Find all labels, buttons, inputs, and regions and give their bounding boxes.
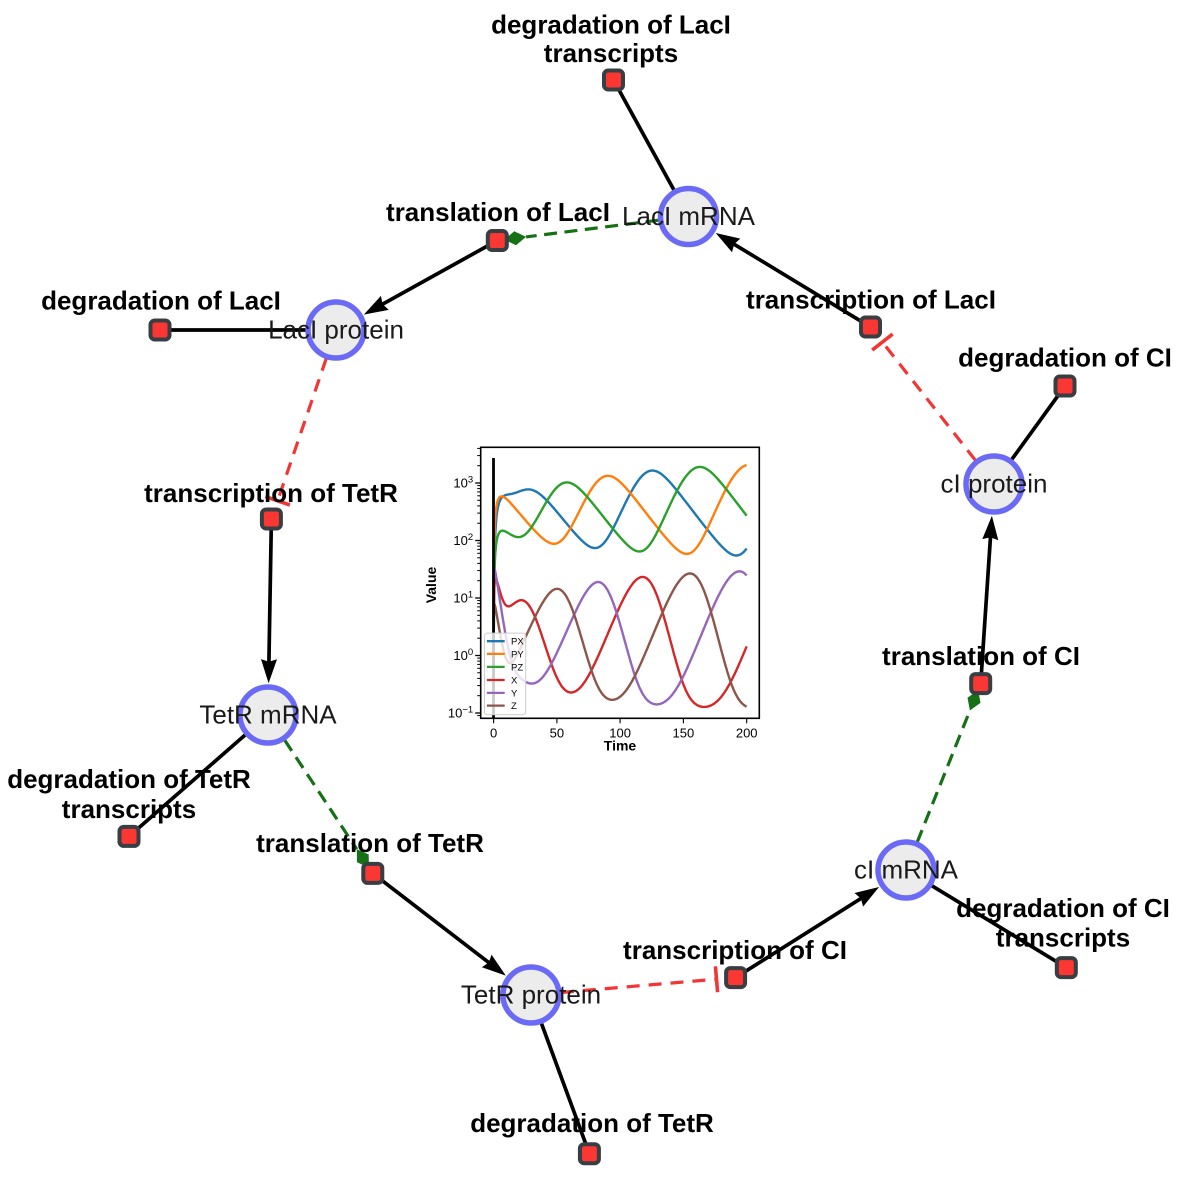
svg-text:X: X — [511, 675, 518, 686]
svg-text:translation of TetR: translation of TetR — [256, 828, 484, 858]
svg-text:degradation of CI: degradation of CI — [956, 893, 1170, 923]
svg-text:degradation of LacI: degradation of LacI — [41, 286, 281, 316]
svg-text:Y: Y — [511, 688, 518, 699]
svg-text:Value: Value — [423, 567, 439, 604]
svg-text:TetR mRNA: TetR mRNA — [199, 700, 337, 730]
svg-text:0: 0 — [490, 725, 497, 740]
svg-text:degradation of CI: degradation of CI — [958, 342, 1172, 372]
svg-text:transcripts: transcripts — [62, 794, 196, 824]
svg-text:degradation of LacI: degradation of LacI — [491, 10, 731, 40]
svg-text:transcription of LacI: transcription of LacI — [746, 285, 996, 315]
svg-text:100: 100 — [609, 725, 631, 740]
svg-text:translation of CI: translation of CI — [882, 641, 1080, 671]
svg-text:Z: Z — [511, 701, 517, 712]
svg-text:Time: Time — [604, 738, 637, 754]
svg-text:150: 150 — [673, 725, 695, 740]
svg-text:transcription of TetR: transcription of TetR — [144, 478, 398, 508]
svg-text:TetR protein: TetR protein — [461, 980, 601, 1010]
svg-text:transcripts: transcripts — [996, 923, 1130, 953]
svg-text:cI protein: cI protein — [941, 469, 1048, 499]
svg-text:LacI protein: LacI protein — [268, 315, 404, 345]
svg-text:PX: PX — [511, 637, 524, 648]
svg-text:transcription of CI: transcription of CI — [623, 935, 847, 965]
svg-text:PZ: PZ — [511, 662, 523, 673]
svg-text:degradation of TetR: degradation of TetR — [470, 1108, 714, 1138]
svg-text:cI mRNA: cI mRNA — [854, 855, 959, 885]
svg-text:transcripts: transcripts — [544, 38, 678, 68]
svg-text:translation of LacI: translation of LacI — [386, 197, 610, 227]
svg-text:200: 200 — [736, 725, 758, 740]
svg-text:50: 50 — [550, 725, 564, 740]
svg-text:degradation of TetR: degradation of TetR — [7, 764, 251, 794]
svg-text:LacI mRNA: LacI mRNA — [622, 201, 756, 231]
svg-text:PY: PY — [511, 649, 524, 660]
